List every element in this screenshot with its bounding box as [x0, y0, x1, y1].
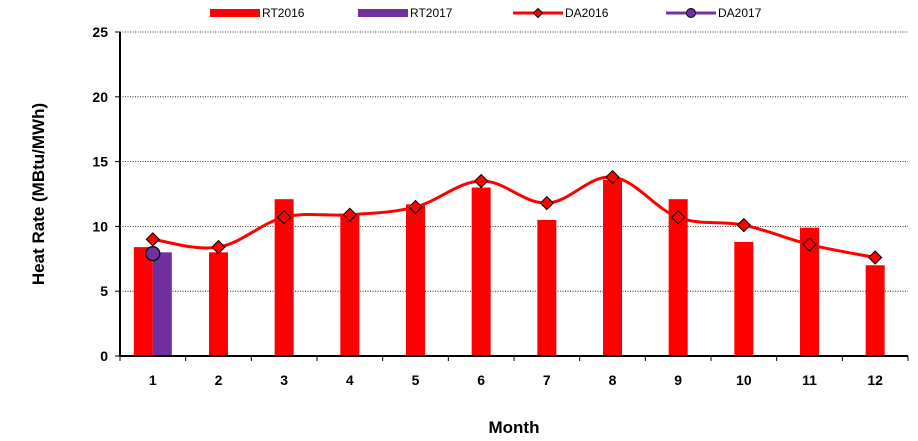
legend-label: DA2017 — [718, 6, 762, 20]
x-tick-label: 5 — [412, 372, 420, 388]
x-tick-label: 4 — [346, 372, 354, 388]
legend-item-rt2017: RT2017 — [358, 6, 453, 20]
bar-rt2016 — [537, 219, 557, 356]
legend-label: DA2016 — [565, 6, 609, 20]
bar-rt2017 — [152, 252, 172, 356]
x-tick-labels: 1 2 3 4 5 6 7 8 9 10 11 12 — [149, 372, 883, 388]
bar-rt2016 — [734, 241, 754, 356]
gridlines — [115, 31, 908, 357]
bar-rt2016 — [133, 247, 153, 356]
point-da2016 — [473, 173, 489, 189]
x-tick-label: 11 — [802, 372, 817, 388]
x-tick-label: 10 — [736, 372, 752, 388]
point-da2016 — [342, 207, 358, 222]
legend-item-da2016: DA2016 — [513, 6, 609, 20]
point-da2016 — [408, 199, 423, 215]
y-tick-label: 0 — [100, 348, 108, 364]
point-da2016 — [145, 232, 161, 247]
y-tick-labels: 0 5 10 15 20 25 — [92, 24, 108, 364]
x-tick-label: 1 — [149, 372, 157, 388]
bar-rt2016 — [274, 199, 294, 356]
point-da2016 — [867, 250, 883, 265]
bar-rt2016 — [340, 214, 360, 356]
y-tick-label: 25 — [92, 24, 108, 40]
plot-area — [115, 31, 909, 361]
x-tick-label: 12 — [867, 372, 883, 388]
point-da2016 — [736, 217, 752, 233]
legend-item-da2017: DA2017 — [666, 6, 762, 20]
y-axis-title: Heat Rate (MBtu/MWh) — [29, 103, 48, 285]
lines — [145, 169, 883, 265]
legend-item-rt2016: RT2016 — [210, 6, 305, 20]
x-axis-title: Month — [489, 418, 540, 437]
y-tick-label: 15 — [92, 154, 108, 170]
legend-label: RT2017 — [410, 6, 453, 20]
x-tick-label: 9 — [674, 372, 682, 388]
point-da2016 — [605, 169, 620, 185]
legend-marker — [532, 7, 544, 19]
bar-rt2016 — [865, 265, 885, 356]
y-tick-label: 10 — [92, 218, 108, 234]
legend: RT2016 RT2017 DA2016 DA2017 — [210, 6, 762, 20]
plot-background — [120, 32, 908, 356]
x-tick-label: 2 — [215, 372, 223, 388]
y-tick-label: 5 — [100, 283, 108, 299]
x-tick-label: 8 — [609, 372, 617, 388]
y-tick-label: 20 — [92, 89, 108, 105]
legend-swatch — [210, 9, 260, 17]
bar-rt2016 — [406, 204, 425, 356]
point-da2016 — [211, 239, 226, 255]
point-da2016 — [802, 237, 817, 252]
bar-rt2016 — [800, 227, 819, 356]
point-da2017 — [145, 246, 161, 262]
bar-rt2016 — [209, 252, 228, 356]
bars — [133, 179, 885, 356]
x-tick-label: 3 — [280, 372, 288, 388]
bar-rt2016 — [603, 179, 622, 356]
bar-rt2016 — [668, 199, 688, 356]
point-da2016 — [539, 195, 555, 211]
point-da2016 — [276, 210, 292, 225]
x-tick-label: 6 — [477, 372, 485, 388]
bar-rt2016 — [471, 187, 491, 356]
x-tick-label: 7 — [543, 372, 551, 388]
legend-swatch — [358, 9, 408, 17]
legend-marker — [686, 8, 696, 18]
legend-label: RT2016 — [262, 6, 305, 20]
point-da2016 — [670, 210, 686, 225]
axes — [119, 32, 909, 361]
